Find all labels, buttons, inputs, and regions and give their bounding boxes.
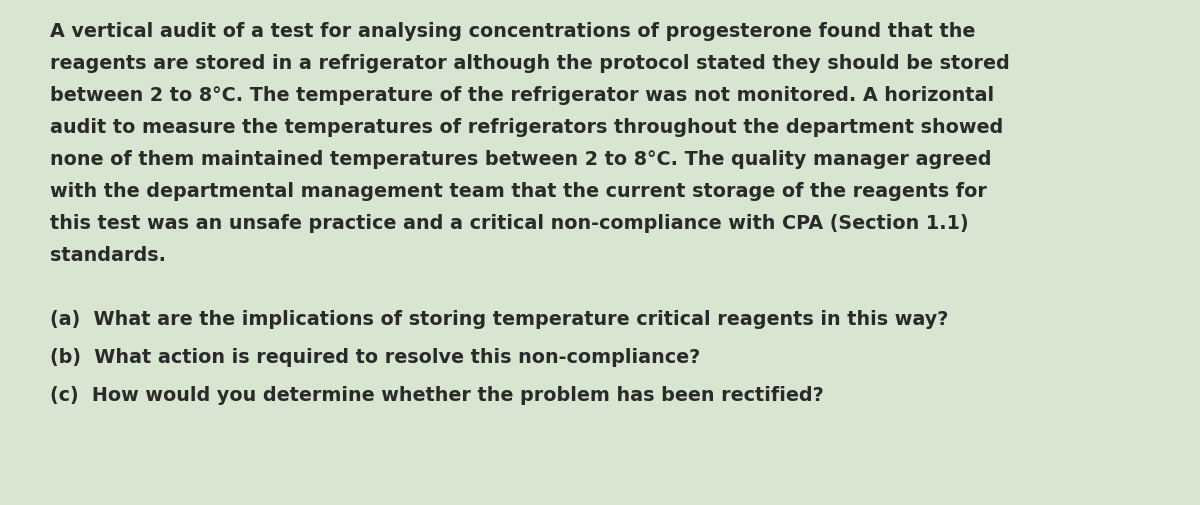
Text: none of them maintained temperatures between 2 to 8°C. The quality manager agree: none of them maintained temperatures bet… [50, 149, 991, 169]
Text: between 2 to 8°C. The temperature of the refrigerator was not monitored. A horiz: between 2 to 8°C. The temperature of the… [50, 86, 994, 105]
Text: (b)  What action is required to resolve this non-compliance?: (b) What action is required to resolve t… [50, 347, 701, 366]
Text: audit to measure the temperatures of refrigerators throughout the department sho: audit to measure the temperatures of ref… [50, 118, 1003, 137]
Text: with the departmental management team that the current storage of the reagents f: with the departmental management team th… [50, 182, 986, 200]
Text: (a)  What are the implications of storing temperature critical reagents in this : (a) What are the implications of storing… [50, 310, 948, 328]
Text: this test was an unsafe practice and a critical non-compliance with CPA (Section: this test was an unsafe practice and a c… [50, 214, 968, 232]
Text: reagents are stored in a refrigerator although the protocol stated they should b: reagents are stored in a refrigerator al… [50, 54, 1009, 73]
Text: (c)  How would you determine whether the problem has been rectified?: (c) How would you determine whether the … [50, 385, 823, 404]
Text: A vertical audit of a test for analysing concentrations of progesterone found th: A vertical audit of a test for analysing… [50, 22, 976, 41]
Text: standards.: standards. [50, 245, 166, 265]
